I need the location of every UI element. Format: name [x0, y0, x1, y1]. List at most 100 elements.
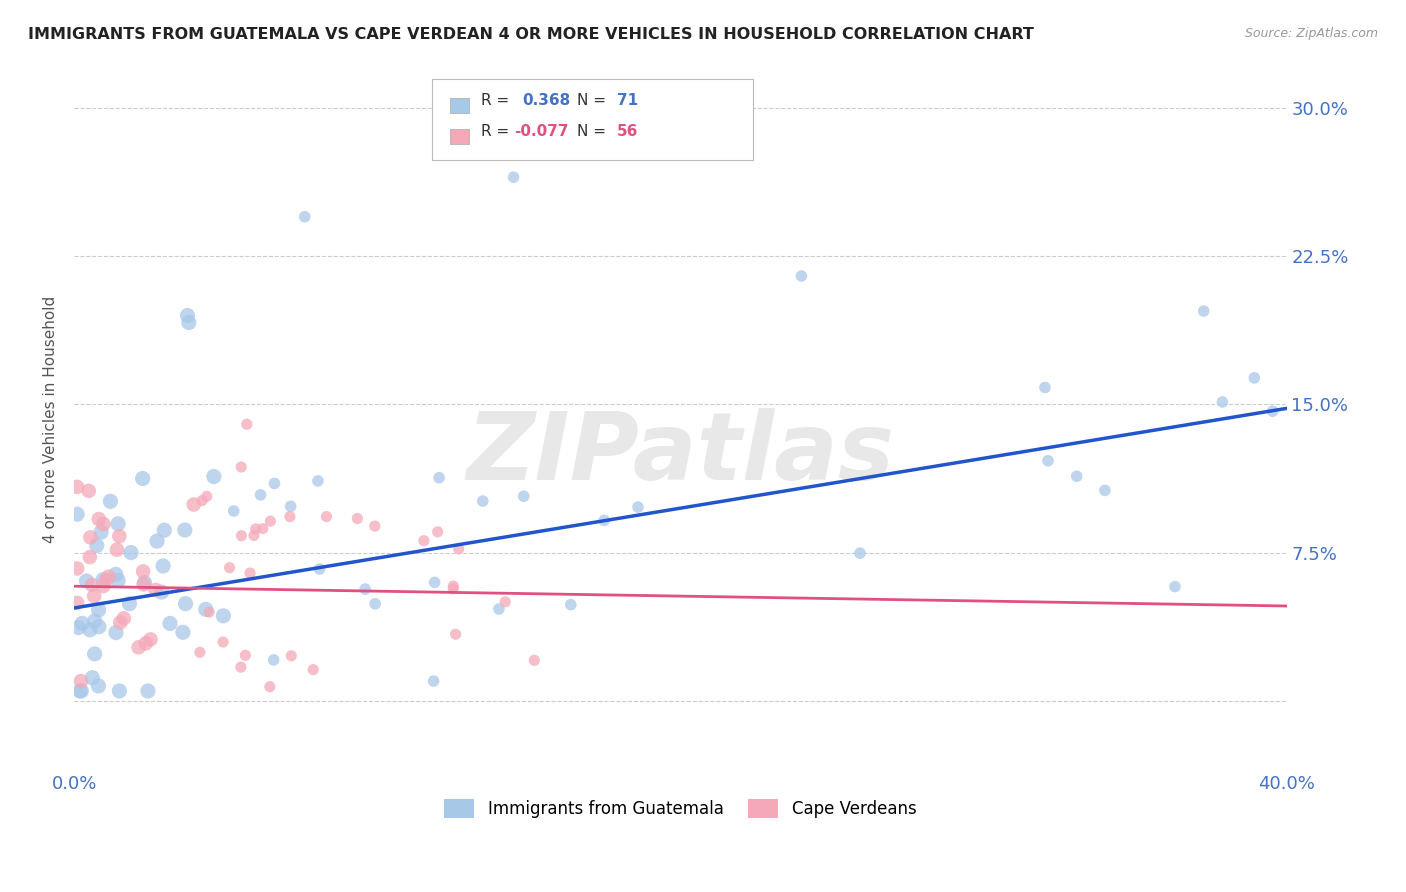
Text: Source: ZipAtlas.com: Source: ZipAtlas.com — [1244, 27, 1378, 40]
Point — [198, 605, 221, 619]
Point — [627, 500, 650, 514]
Point — [67, 621, 90, 635]
Point — [427, 471, 450, 485]
Point — [79, 530, 101, 544]
Point — [194, 602, 217, 616]
Point — [1243, 371, 1265, 385]
Point — [512, 489, 534, 503]
Point — [593, 513, 616, 527]
Point — [83, 589, 105, 603]
Bar — [450, 98, 470, 112]
Point — [70, 674, 93, 689]
Point — [66, 561, 89, 575]
Point — [364, 519, 387, 533]
Point — [191, 493, 214, 508]
Point — [315, 509, 337, 524]
Point — [136, 684, 159, 698]
Point — [86, 538, 108, 552]
Point — [259, 680, 281, 694]
Point — [108, 684, 131, 698]
Point — [235, 648, 257, 663]
Point — [87, 512, 110, 526]
Point — [87, 620, 110, 634]
Point — [112, 611, 135, 625]
Point — [69, 684, 91, 698]
Point — [252, 522, 274, 536]
Point — [1261, 404, 1284, 418]
Point — [259, 514, 281, 528]
Point — [441, 582, 464, 596]
Point — [488, 602, 510, 616]
Point — [83, 614, 105, 628]
Point — [183, 498, 205, 512]
Point — [134, 575, 156, 590]
Point — [176, 309, 198, 323]
Point — [80, 578, 103, 592]
Point — [263, 653, 285, 667]
Point — [212, 635, 235, 649]
Point — [1094, 483, 1116, 498]
Point — [91, 579, 114, 593]
Point — [502, 170, 524, 185]
Point — [494, 595, 516, 609]
Point — [243, 528, 266, 542]
Point — [308, 562, 330, 576]
Legend: Immigrants from Guatemala, Cape Verdeans: Immigrants from Guatemala, Cape Verdeans — [437, 793, 924, 825]
Point — [249, 488, 271, 502]
Point — [307, 474, 329, 488]
Point — [422, 674, 444, 689]
Text: N =: N = — [578, 124, 606, 139]
Point — [1211, 395, 1233, 409]
Point — [263, 476, 285, 491]
Point — [1066, 469, 1088, 483]
Point — [218, 560, 240, 574]
Point — [120, 545, 142, 559]
Point — [231, 529, 253, 543]
Point — [132, 577, 155, 591]
Point — [90, 525, 112, 540]
Point — [174, 597, 197, 611]
Point — [87, 603, 110, 617]
Text: N =: N = — [578, 94, 606, 108]
Point — [195, 489, 218, 503]
Point — [177, 316, 200, 330]
Point — [294, 210, 316, 224]
Point — [523, 653, 546, 667]
Point — [444, 627, 467, 641]
Y-axis label: 4 or more Vehicles in Household: 4 or more Vehicles in Household — [44, 295, 58, 543]
Text: IMMIGRANTS FROM GUATEMALA VS CAPE VERDEAN 4 OR MORE VEHICLES IN HOUSEHOLD CORREL: IMMIGRANTS FROM GUATEMALA VS CAPE VERDEA… — [28, 27, 1033, 42]
Text: 71: 71 — [617, 94, 638, 108]
Point — [1192, 304, 1215, 318]
Point — [83, 647, 105, 661]
Point — [229, 660, 252, 674]
Text: -0.077: -0.077 — [515, 124, 568, 139]
Point — [152, 559, 174, 574]
Point — [1036, 454, 1059, 468]
Point — [1033, 380, 1056, 394]
Point — [104, 567, 127, 582]
Point — [188, 645, 211, 659]
FancyBboxPatch shape — [432, 79, 754, 160]
Point — [239, 566, 262, 580]
Point — [139, 632, 162, 647]
Point — [560, 598, 582, 612]
Point — [426, 524, 449, 539]
Point — [79, 623, 101, 637]
Point — [471, 494, 494, 508]
Point — [172, 625, 194, 640]
Point — [77, 483, 100, 498]
Point — [212, 608, 235, 623]
Text: R =: R = — [481, 94, 510, 108]
Point — [132, 565, 155, 579]
Point — [173, 523, 195, 537]
Point — [346, 511, 368, 525]
Text: 0.368: 0.368 — [523, 94, 571, 108]
Point — [70, 684, 93, 698]
Point — [100, 494, 122, 508]
Point — [91, 573, 114, 587]
Point — [423, 575, 446, 590]
Point — [76, 574, 98, 588]
Point — [87, 679, 110, 693]
Point — [1164, 580, 1187, 594]
Point — [790, 268, 813, 283]
